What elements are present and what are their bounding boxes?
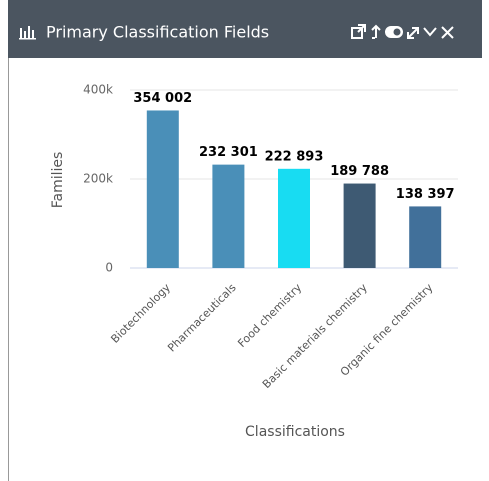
bar <box>146 110 179 268</box>
bar <box>278 168 310 268</box>
collapse-icon[interactable] <box>423 27 437 37</box>
x-tick-label: Pharmaceuticals <box>165 281 239 355</box>
y-tick-label: 200k <box>83 172 113 186</box>
bar <box>212 164 245 268</box>
header-title: Primary Classification Fields <box>46 23 269 42</box>
popout-icon[interactable] <box>351 24 366 39</box>
data-label: 189 788 <box>330 164 389 179</box>
export-icon[interactable] <box>371 24 381 39</box>
y-tick-label: 400k <box>83 83 113 97</box>
expand-icon[interactable] <box>407 27 419 39</box>
y-axis-title: Families <box>50 152 66 209</box>
header-bar <box>8 0 482 58</box>
data-label: 138 397 <box>396 187 455 202</box>
data-label: 232 301 <box>199 145 258 160</box>
chart-icon <box>19 26 36 40</box>
bar <box>343 183 376 268</box>
data-label: 222 893 <box>265 149 324 164</box>
x-tick-label: Food chemistry <box>235 281 304 350</box>
data-label: 354 002 <box>133 91 192 106</box>
x-tick-label: Basic materials chemistry <box>260 281 370 391</box>
bar <box>409 206 442 268</box>
toggle-icon[interactable] <box>385 26 403 38</box>
close-icon[interactable] <box>441 26 454 39</box>
y-tick-label: 0 <box>105 261 113 275</box>
x-tick-label: Biotechnology <box>108 281 173 346</box>
x-axis-title: Classifications <box>245 424 345 440</box>
